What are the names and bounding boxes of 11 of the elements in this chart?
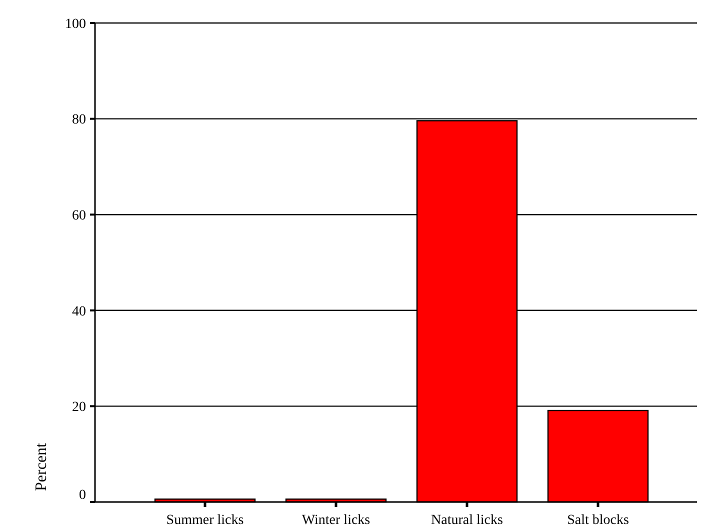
y-tick-label: 80 [72, 112, 86, 128]
x-tick-label: Winter licks [302, 513, 370, 528]
y-tick-label: 60 [72, 208, 86, 224]
y-tick-label: 20 [72, 400, 86, 416]
y-tick-label: 100 [65, 16, 86, 32]
x-tick-label: Natural licks [431, 513, 503, 528]
y-tick-label: 40 [72, 304, 86, 320]
y-tick-label: 0 [79, 488, 86, 504]
x-tick-label: Salt blocks [567, 513, 629, 528]
x-tick-label: Summer licks [166, 513, 244, 528]
y-axis-title: Percent [33, 442, 50, 491]
